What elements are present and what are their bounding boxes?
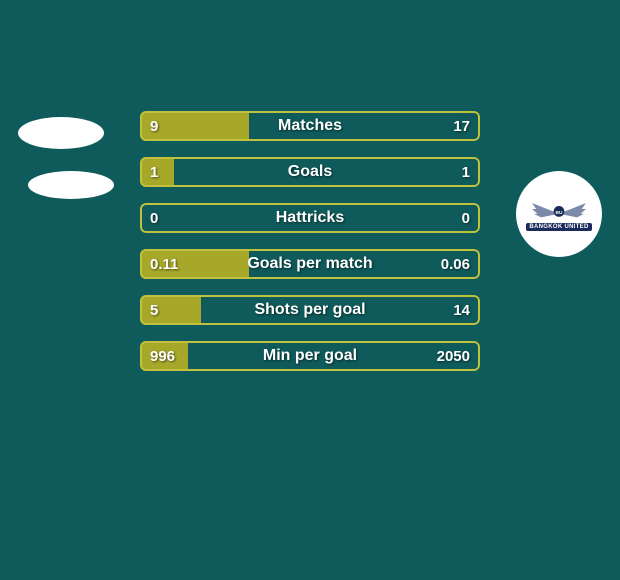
stat-label: Matches (140, 117, 480, 135)
stat-label: Goals per match (140, 255, 480, 273)
stat-bar-row: 0.11Goals per match0.06 (140, 249, 480, 279)
team-right-logo: BU BANGKOK UNITED (516, 171, 602, 257)
stat-bars: 9Matches17 1Goals1 0Hattricks0 0.11Goals pe… (140, 111, 480, 371)
stat-label: Shots per goal (140, 301, 480, 319)
team-left-logo-1 (18, 117, 104, 149)
stat-value-right: 0.06 (441, 256, 470, 273)
stat-value-right: 2050 (437, 348, 470, 365)
stat-value-right: 14 (453, 302, 470, 319)
wings-icon: BU BANGKOK UNITED (524, 194, 594, 234)
svg-text:BU: BU (556, 210, 563, 216)
wings-icon-svg: BU (528, 197, 590, 221)
chart-area: BU BANGKOK UNITED 9Matches17 1Goals1 0Hatt… (0, 111, 620, 371)
stat-label: Hattricks (140, 209, 480, 227)
stat-bar-row: 0Hattricks0 (140, 203, 480, 233)
stat-bar-row: 996Min per goal2050 (140, 341, 480, 371)
stat-bar-row: 9Matches17 (140, 111, 480, 141)
stat-value-right: 0 (462, 210, 470, 227)
stat-label: Goals (140, 163, 480, 181)
team-right-logo-label: BANGKOK UNITED (526, 223, 591, 231)
stat-value-right: 1 (462, 164, 470, 181)
team-left-logo-2 (28, 171, 114, 199)
stat-value-right: 17 (453, 118, 470, 135)
stat-bar-row: 1Goals1 (140, 157, 480, 187)
stat-bar-row: 5Shots per goal14 (140, 295, 480, 325)
stat-label: Min per goal (140, 347, 480, 365)
